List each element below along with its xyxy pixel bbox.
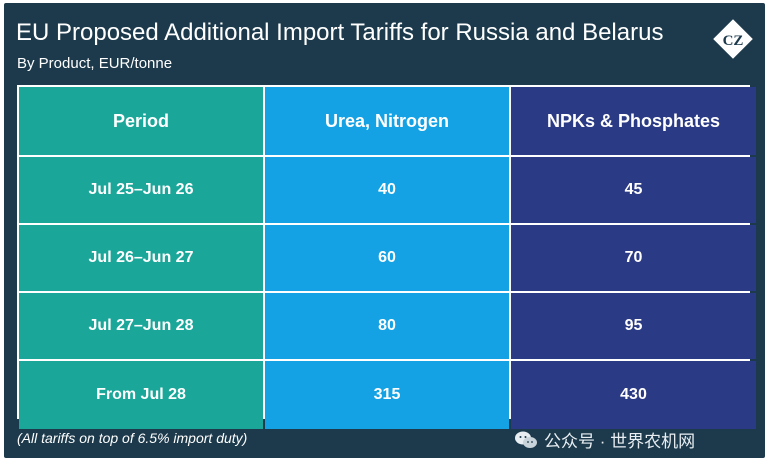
table-cell-period: Jul 27–Jun 28 xyxy=(19,293,263,359)
table-cell-npk-phosphates: 430 xyxy=(511,361,756,429)
header-cell-npk-phosphates: NPKs & Phosphates xyxy=(511,87,756,155)
table-cell-npk-phosphates: 95 xyxy=(511,293,756,359)
table-cell-urea-nitrogen: 40 xyxy=(265,157,509,223)
wechat-icon xyxy=(515,431,537,448)
table-cell-npk-phosphates: 70 xyxy=(511,225,756,291)
cz-logo-icon: CZ xyxy=(713,19,753,59)
chart-subtitle: By Product, EUR/tonne xyxy=(17,55,173,72)
footnote: (All tariffs on top of 6.5% import duty) xyxy=(17,430,248,446)
infographic-panel: EU Proposed Additional Import Tariffs fo… xyxy=(4,3,765,458)
logo-text: CZ xyxy=(723,33,744,49)
table-cell-period: Jul 26–Jun 27 xyxy=(19,225,263,291)
table-cell-npk-phosphates: 45 xyxy=(511,157,756,223)
header-cell-period: Period xyxy=(19,87,263,155)
chart-title: EU Proposed Additional Import Tariffs fo… xyxy=(16,19,664,46)
table-cell-urea-nitrogen: 60 xyxy=(265,225,509,291)
tariff-table: Period Urea, Nitrogen NPKs & Phosphates Jul… xyxy=(17,85,756,429)
table-cell-urea-nitrogen: 80 xyxy=(265,293,509,359)
table-cell-urea-nitrogen: 315 xyxy=(265,361,509,429)
table-cell-period: Jul 25–Jun 26 xyxy=(19,157,263,223)
table-cell-period: From Jul 28 xyxy=(19,361,263,429)
watermark: 公众号 · 世界农机网 xyxy=(514,427,695,452)
watermark-text: 公众号 · 世界农机网 xyxy=(544,432,696,451)
header-cell-urea-nitrogen: Urea, Nitrogen xyxy=(265,87,509,155)
